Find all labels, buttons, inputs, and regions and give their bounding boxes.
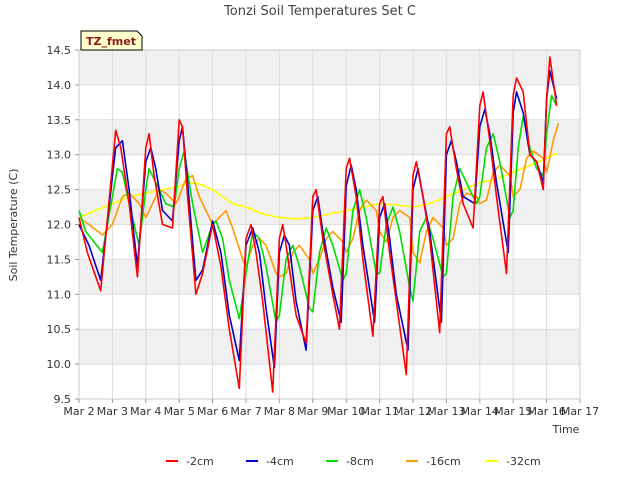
x-tick-label: Mar 3 — [97, 405, 128, 418]
station-badge-label: TZ_fmet — [86, 35, 136, 48]
legend: -2cm -4cm -8cm -16cm -32cm — [166, 455, 541, 468]
chart-title: Tonzi Soil Temperatures Set C — [223, 4, 416, 19]
x-tick-label: Mar 7 — [230, 405, 261, 418]
legend-label: -4cm — [266, 455, 294, 468]
y-tick-label: 13.5 — [47, 114, 72, 127]
y-tick-label: 10.5 — [47, 323, 72, 336]
x-tick-label: Mar 5 — [164, 405, 195, 418]
legend-label: -2cm — [186, 455, 214, 468]
x-tick-label: Mar 8 — [264, 405, 295, 418]
x-tick-label: Mar 12 — [394, 405, 432, 418]
legend-item: -2cm — [166, 455, 214, 468]
legend-item: -16cm — [406, 455, 461, 468]
legend-item: -32cm — [486, 455, 541, 468]
x-tick-label: Mar 2 — [63, 405, 94, 418]
x-tick-label: Mar 17 — [561, 405, 599, 418]
y-tick-label: 10.0 — [47, 358, 72, 371]
x-tick-label: Mar 11 — [360, 405, 398, 418]
plot-band — [79, 189, 580, 225]
series-line-minus-2cm — [78, 56, 558, 393]
x-tick-label: Mar 6 — [197, 405, 228, 418]
y-tick-label: 11.0 — [47, 288, 72, 301]
series-line-minus-32cm — [78, 152, 557, 220]
x-tick-label: Mar 4 — [130, 405, 161, 418]
x-tick-label: Mar 13 — [427, 405, 465, 418]
y-tick-label: 12.0 — [47, 219, 72, 232]
legend-item: -4cm — [246, 455, 294, 468]
legend-label: -32cm — [506, 455, 541, 468]
x-axis-label: Time — [552, 423, 580, 436]
y-axis-label: Soil Temperature (C) — [7, 169, 20, 282]
y-tick-label: 13.0 — [47, 149, 72, 162]
series-lines — [78, 56, 560, 393]
legend-label: -16cm — [426, 455, 461, 468]
y-tick-label: 14.5 — [47, 44, 72, 57]
plot-band — [79, 50, 580, 85]
legend-item: -8cm — [326, 455, 374, 468]
y-tick-label: 9.5 — [54, 393, 72, 406]
x-tick-label: Mar 9 — [297, 405, 328, 418]
x-tick-label: Mar 14 — [461, 405, 499, 418]
station-badge-box — [80, 30, 143, 51]
x-tick-label: Mar 10 — [327, 405, 365, 418]
series-line-minus-8cm — [78, 94, 558, 324]
plot-band — [79, 329, 580, 365]
station-badge: TZ_fmet — [80, 30, 143, 51]
plot-band — [79, 119, 580, 155]
x-axis-ticks: Mar 2 Mar 3 Mar 4 Mar 5 Mar 6 Mar 7 Mar 8 Mar 9… — [63, 399, 599, 418]
y-tick-label: 12.5 — [47, 184, 72, 197]
legend-label: -8cm — [346, 455, 374, 468]
y-tick-label: 11.5 — [47, 253, 72, 266]
y-axis-ticks: 9.5 10.0 10.5 11.0 11.5 12.0 12.5 13.0 13.5 14.0 1… — [47, 44, 79, 406]
x-tick-label: Mar 15 — [494, 405, 532, 418]
x-tick-label: Mar 16 — [527, 405, 565, 418]
y-tick-label: 14.0 — [47, 79, 72, 92]
